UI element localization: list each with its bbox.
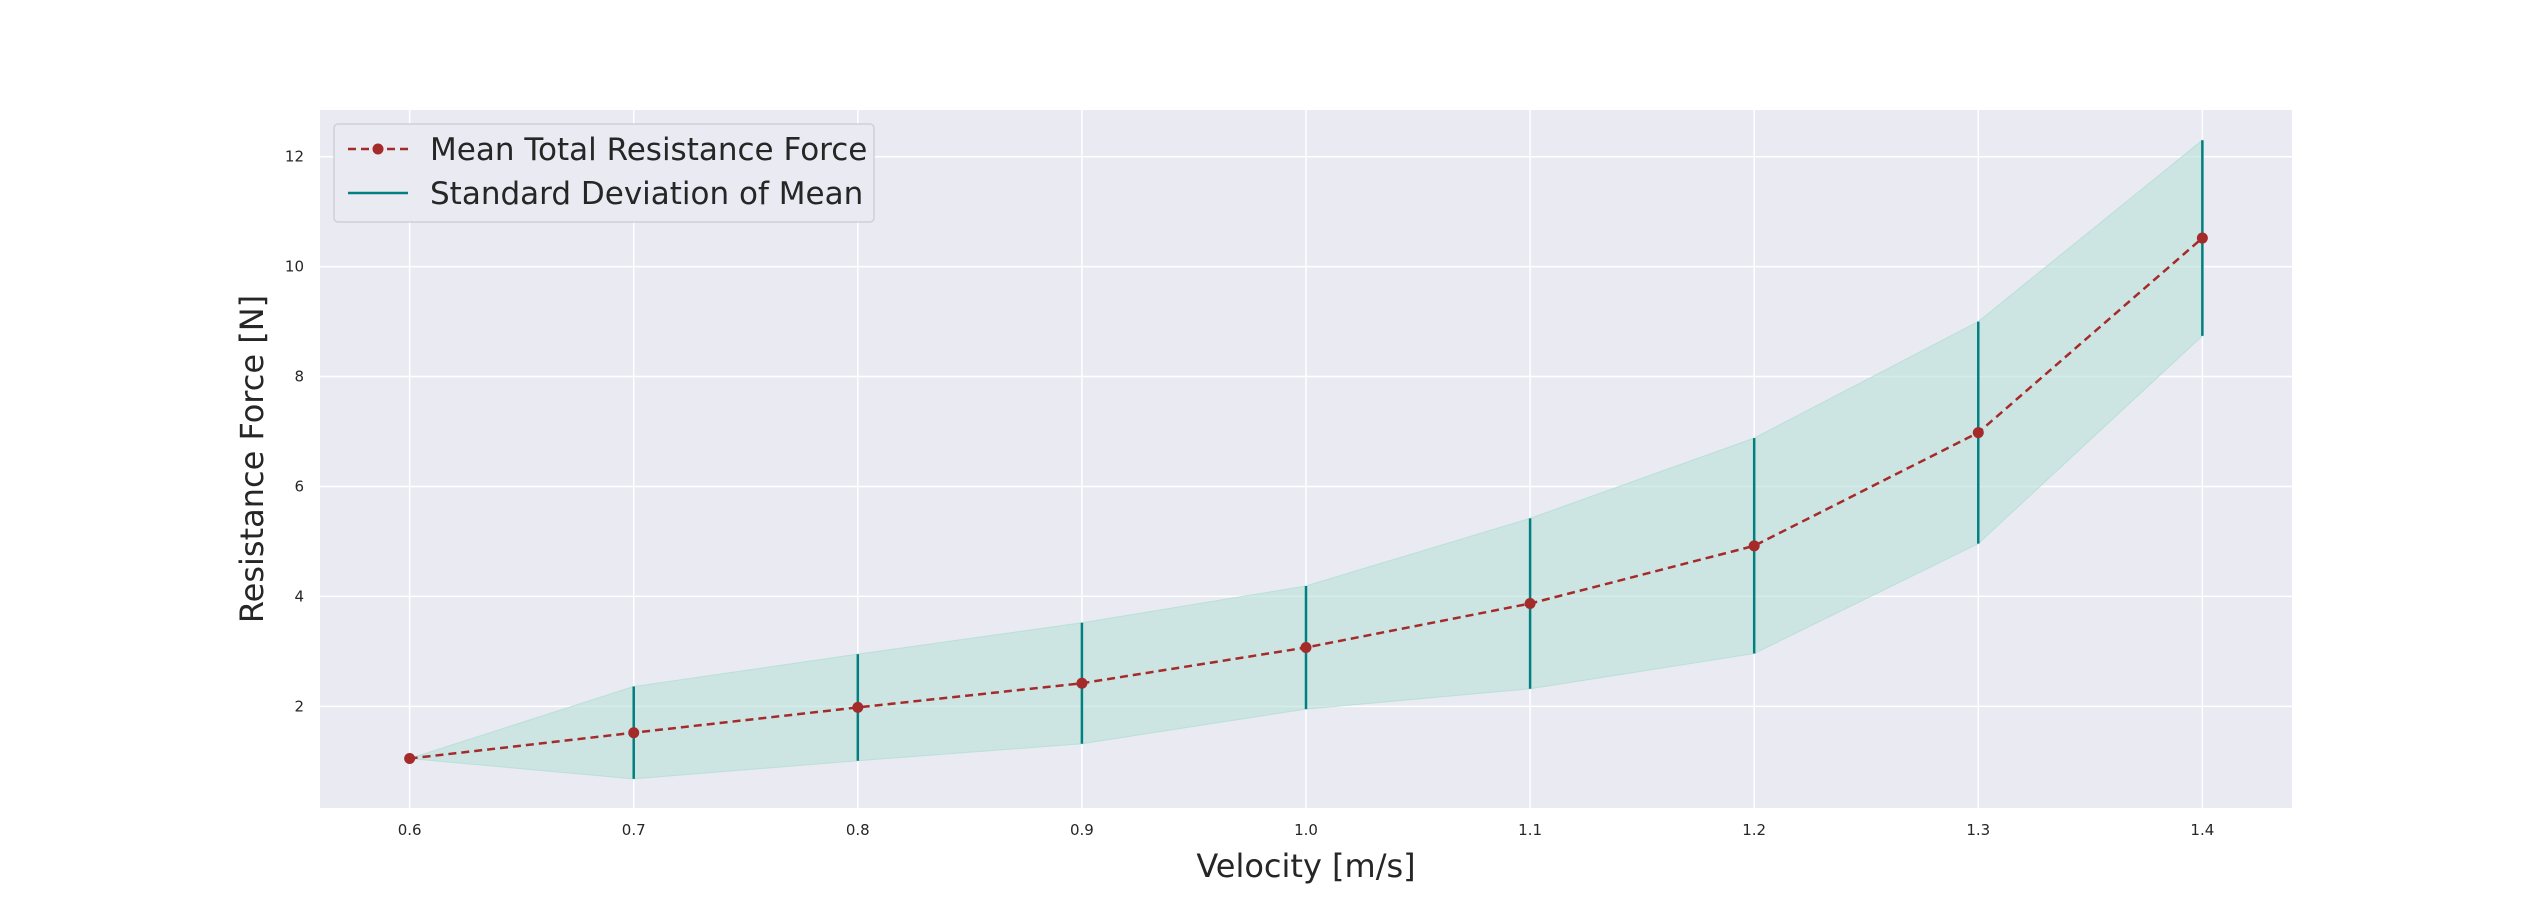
legend-label-std: Standard Deviation of Mean [430,176,863,212]
data-point [404,753,416,765]
x-tick-label: 1.4 [2190,821,2214,839]
data-point [2196,232,2208,244]
x-axis-title: Velocity [m/s] [1196,847,1415,885]
x-tick-label: 0.8 [846,821,870,839]
data-point [1524,598,1536,610]
y-tick-label: 8 [294,368,304,386]
x-tick-label: 0.6 [398,821,422,839]
legend-label-mean: Mean Total Resistance Force [430,132,867,168]
data-point [1300,642,1312,654]
x-tick-label: 1.3 [1966,821,1990,839]
y-tick-label: 12 [285,148,304,166]
data-point [1076,677,1088,689]
data-point [628,727,640,739]
mean-markers [404,232,2208,765]
y-tick-label: 2 [294,697,304,715]
x-tick-label: 1.2 [1742,821,1766,839]
data-point [1748,540,1760,552]
legend-box [333,123,875,223]
data-point [852,701,864,713]
x-tick-label: 1.0 [1294,821,1318,839]
x-tick-label: 0.7 [622,821,646,839]
y-tick-label: 6 [294,477,304,495]
y-axis-ticks: 2 4 6 8 10 12 [285,148,304,716]
legend-marker-mean [372,143,384,155]
legend: Mean Total Resistance Force Standard Dev… [333,123,875,223]
y-tick-label: 10 [285,258,304,276]
data-point [1972,427,1984,439]
x-tick-label: 0.9 [1070,821,1094,839]
x-axis-ticks: 0.6 0.7 0.8 0.9 1.0 1.1 1.2 1.3 1.4 [398,821,2215,839]
y-axis-title: Resistance Force [N] [233,295,271,623]
y-tick-label: 4 [294,587,304,605]
x-tick-label: 1.1 [1518,821,1542,839]
